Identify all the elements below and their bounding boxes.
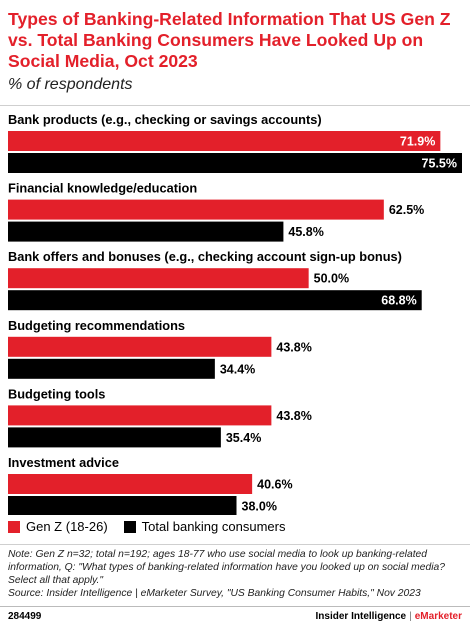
data-label: 38.0%: [242, 500, 277, 514]
note-text: Note: Gen Z n=32; total n=192; ages 18-7…: [8, 549, 445, 586]
legend-label-total: Total banking consumers: [141, 519, 286, 534]
bar-total: [8, 496, 237, 515]
bar-chart: Bank products (e.g., checking or savings…: [8, 112, 462, 515]
bar-genz: [8, 474, 253, 494]
bar-genz: [8, 199, 384, 220]
bar-total: [8, 427, 221, 448]
divider: [0, 105, 470, 106]
category-label: Budgeting tools: [8, 386, 105, 401]
chart-title: Types of Banking-Related Information Tha…: [8, 9, 451, 71]
data-label: 62.5%: [389, 203, 424, 217]
data-label: 43.8%: [276, 409, 311, 423]
legend-swatch-total: [123, 520, 136, 533]
bar-total: [8, 358, 215, 379]
source-text: Source: Insider Intelligence | eMarketer…: [8, 588, 421, 599]
brand-credit: Insider Intelligence | eMarketer: [316, 611, 462, 622]
brand-separator: |: [409, 611, 412, 622]
divider: [0, 606, 470, 607]
category-label: Budgeting recommendations: [8, 318, 185, 333]
legend-item-total: Total banking consumers: [123, 519, 286, 534]
bar-total: [8, 221, 284, 242]
legend-item-genz: Gen Z (18-26): [8, 519, 108, 534]
data-label: 68.8%: [381, 294, 416, 308]
data-label: 45.8%: [288, 225, 323, 239]
legend: Gen Z (18-26) Total banking consumers: [8, 519, 301, 534]
category-label: Bank offers and bonuses (e.g., checking …: [8, 249, 402, 264]
data-label: 40.6%: [257, 478, 292, 492]
category-label: Financial knowledge/education: [8, 181, 197, 196]
footnote: Note: Gen Z n=32; total n=192; ages 18-7…: [8, 548, 466, 600]
category-label: Bank products (e.g., checking or savings…: [8, 112, 322, 127]
bar-genz: [8, 131, 441, 151]
data-label: 35.4%: [226, 431, 261, 445]
brand-insider: Insider Intelligence: [315, 611, 407, 622]
bar-total: [8, 153, 462, 173]
chart-id: 284499: [8, 611, 42, 622]
data-label: 43.8%: [276, 340, 311, 354]
data-label: 34.4%: [220, 362, 255, 376]
data-label: 50.0%: [314, 272, 349, 286]
bar-genz: [8, 268, 309, 289]
brand-emarketer: eMarketer: [414, 611, 462, 622]
data-label: 75.5%: [422, 157, 457, 171]
chart-subtitle: % of respondents: [8, 76, 133, 93]
bar-genz: [8, 336, 272, 357]
data-label: 71.9%: [400, 135, 435, 149]
bar-total: [8, 290, 422, 311]
legend-label-genz: Gen Z (18-26): [26, 519, 108, 534]
legend-swatch-genz: [8, 520, 20, 533]
category-label: Investment advice: [8, 455, 119, 470]
bar-genz: [8, 405, 272, 426]
divider: [0, 544, 470, 545]
